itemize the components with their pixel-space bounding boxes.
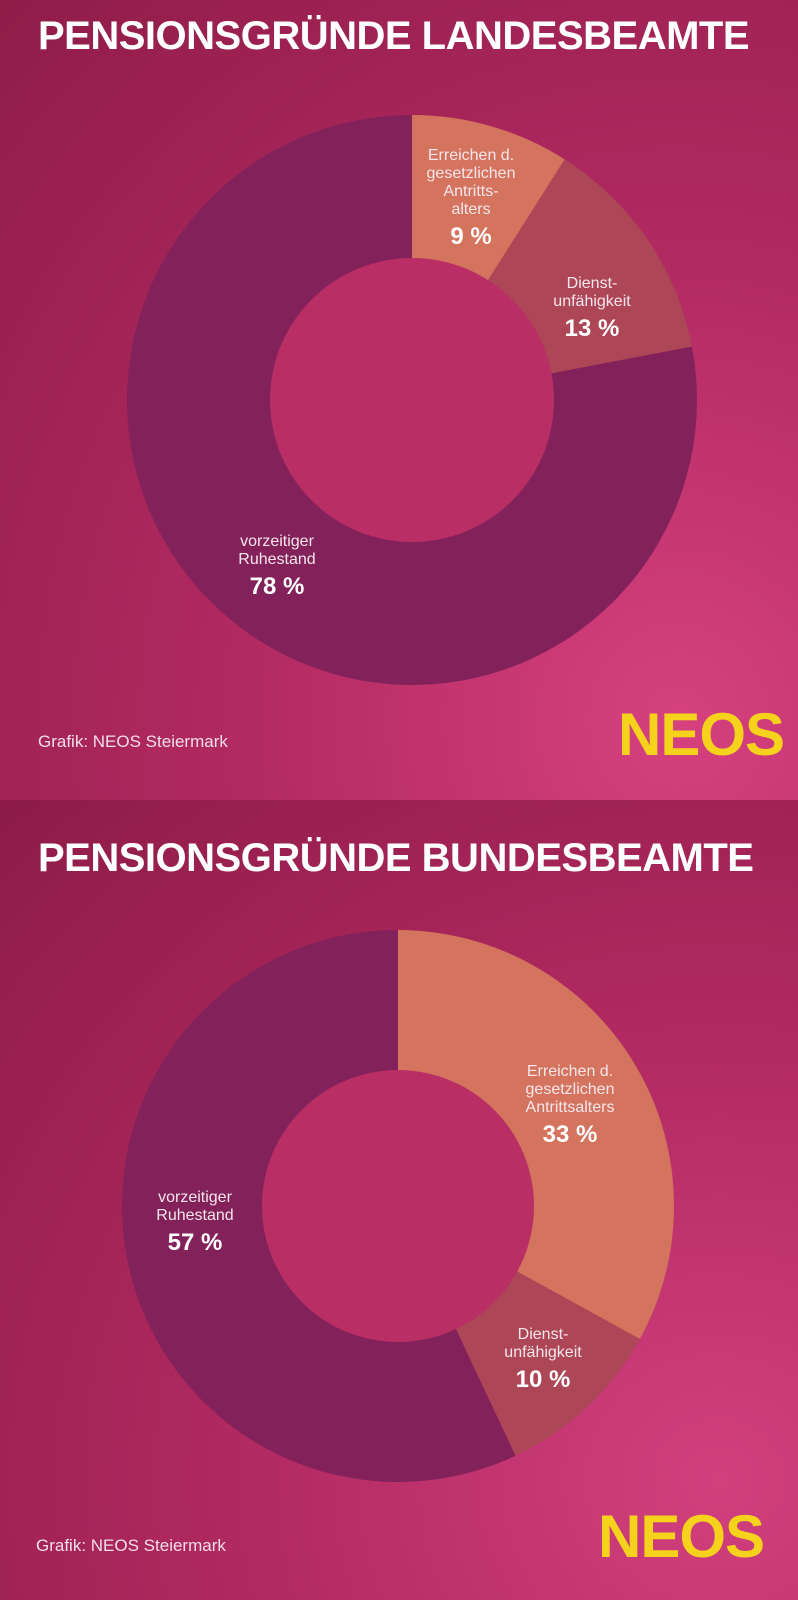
slice-label-dienstunfaehigkeit: Dienst- [567,275,618,292]
chart-title: PENSIONSGRÜNDE BUNDESBEAMTE [38,836,754,880]
slice-label-erreichen-antrittsalter: Antrittsalters [526,1099,615,1116]
slice-value-erreichen-antrittsalter: 33 % [543,1121,598,1148]
slice-label-dienstunfaehigkeit: unfähigkeit [504,1344,582,1361]
slice-label-erreichen-antrittsalter: Erreichen d. [428,147,514,164]
chart-panel-bundesbeamte: PENSIONSGRÜNDE BUNDESBEAMTE Erreichen d.… [0,800,798,1600]
chart-panel-landesbeamte: PENSIONSGRÜNDE LANDESBEAMTE Erreichen d.… [0,0,798,800]
slice-label-erreichen-antrittsalter: gesetzlichen [427,165,516,182]
donut-hole [262,1070,534,1342]
slice-label-dienstunfaehigkeit: Dienst- [518,1326,569,1343]
slice-value-erreichen-antrittsalter: 9 % [450,223,491,250]
slice-label-erreichen-antrittsalter: Erreichen d. [527,1063,613,1080]
source-credit: Grafik: NEOS Steiermark [36,1536,226,1555]
slice-label-vorzeitiger-ruhestand: vorzeitiger [240,533,314,550]
slice-label-vorzeitiger-ruhestand: vorzeitiger [158,1189,232,1206]
slice-value-vorzeitiger-ruhestand: 78 % [250,573,305,600]
slice-value-vorzeitiger-ruhestand: 57 % [168,1229,223,1256]
slice-label-dienstunfaehigkeit: unfähigkeit [553,293,631,310]
source-credit: Grafik: NEOS Steiermark [38,732,228,751]
slice-label-erreichen-antrittsalter: alters [451,201,490,218]
slice-label-erreichen-antrittsalter: gesetzlichen [526,1081,615,1098]
slice-label-vorzeitiger-ruhestand: Ruhestand [156,1207,233,1224]
slice-value-dienstunfaehigkeit: 13 % [565,315,620,342]
donut-hole [270,258,554,542]
slice-value-dienstunfaehigkeit: 10 % [516,1366,571,1393]
slice-label-vorzeitiger-ruhestand: Ruhestand [238,551,315,568]
chart-title: PENSIONSGRÜNDE LANDESBEAMTE [38,14,750,58]
neos-logo: NEOS [598,1503,765,1570]
neos-logo: NEOS [618,701,785,768]
slice-label-erreichen-antrittsalter: Antritts- [443,183,498,200]
